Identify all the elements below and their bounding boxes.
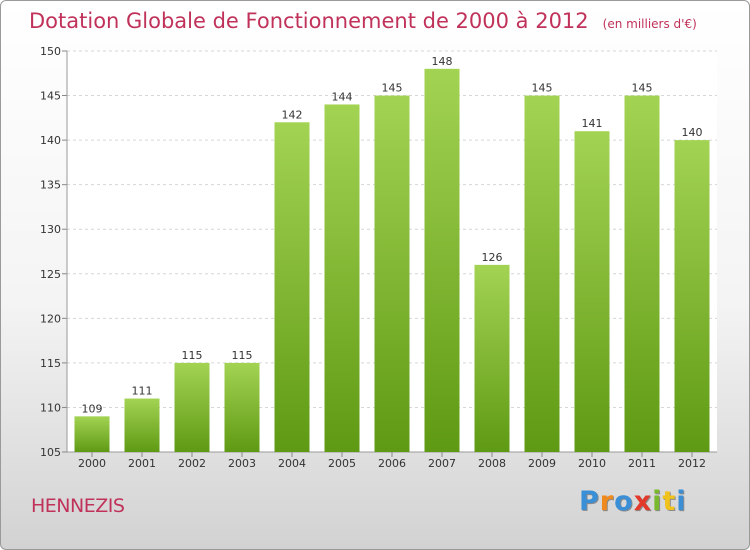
logo-letter: x bbox=[633, 486, 653, 517]
bar-value-label: 148 bbox=[432, 55, 453, 68]
proxiti-logo: Proxiti bbox=[579, 486, 687, 517]
bar-value-label: 141 bbox=[582, 117, 603, 130]
chart-title-text: Dotation Globale de Fonctionnement de 20… bbox=[29, 9, 589, 33]
y-tick-label: 140 bbox=[40, 134, 61, 147]
y-tick-label: 145 bbox=[40, 90, 61, 103]
x-tick-label: 2004 bbox=[278, 457, 306, 470]
y-tick-label: 115 bbox=[40, 357, 61, 370]
x-tick-label: 2001 bbox=[128, 457, 156, 470]
commune-name: HENNEZIS bbox=[31, 495, 125, 517]
bar-value-label: 111 bbox=[132, 385, 153, 398]
x-tick-label: 2005 bbox=[328, 457, 356, 470]
x-tick-label: 2006 bbox=[378, 457, 406, 470]
x-tick-label: 2011 bbox=[628, 457, 656, 470]
logo-letter: t bbox=[662, 486, 677, 517]
bar-value-label: 145 bbox=[532, 82, 553, 95]
bar-value-label: 142 bbox=[282, 108, 303, 121]
y-tick-label: 120 bbox=[40, 312, 61, 325]
bar-2001 bbox=[124, 398, 160, 452]
chart-subtitle: (en milliers d'€) bbox=[602, 17, 697, 31]
bar-value-label: 145 bbox=[382, 82, 403, 95]
bar-2010 bbox=[574, 131, 610, 452]
bar-2008 bbox=[474, 264, 510, 452]
bar-2005 bbox=[324, 104, 360, 452]
bar-value-label: 144 bbox=[332, 90, 353, 103]
y-tick-label: 125 bbox=[40, 268, 61, 281]
y-tick-label: 135 bbox=[40, 179, 61, 192]
bar-2006 bbox=[374, 95, 410, 453]
bar-value-label: 140 bbox=[682, 126, 703, 139]
logo-letter: r bbox=[599, 486, 615, 517]
bar-2009 bbox=[524, 95, 560, 453]
bar-2003 bbox=[224, 362, 260, 452]
bar-value-label: 126 bbox=[482, 251, 503, 264]
bar-value-label: 109 bbox=[82, 402, 103, 415]
logo-letter: i bbox=[676, 486, 687, 517]
x-tick-label: 2008 bbox=[478, 457, 506, 470]
logo-letter: i bbox=[652, 486, 663, 517]
bar-2000 bbox=[74, 416, 110, 452]
x-tick-label: 2007 bbox=[428, 457, 456, 470]
x-tick-label: 2003 bbox=[228, 457, 256, 470]
bar-2007 bbox=[424, 68, 460, 453]
bar-2012 bbox=[674, 140, 710, 452]
chart-title: Dotation Globale de Fonctionnement de 20… bbox=[29, 9, 697, 33]
bar-value-label: 145 bbox=[632, 82, 653, 95]
y-tick-label: 150 bbox=[40, 45, 61, 58]
x-tick-label: 2010 bbox=[578, 457, 606, 470]
bar-2011 bbox=[624, 95, 660, 453]
x-tick-label: 2009 bbox=[528, 457, 556, 470]
bar-2002 bbox=[174, 362, 210, 452]
x-tick-label: 2000 bbox=[78, 457, 106, 470]
x-tick-label: 2002 bbox=[178, 457, 206, 470]
y-tick-label: 130 bbox=[40, 223, 61, 236]
y-tick-label: 105 bbox=[40, 446, 61, 459]
logo-letter: o bbox=[614, 486, 634, 517]
x-tick-label: 2012 bbox=[678, 457, 706, 470]
bar-value-label: 115 bbox=[232, 349, 253, 362]
bar-value-label: 115 bbox=[182, 349, 203, 362]
bar-2004 bbox=[274, 122, 310, 453]
y-tick-label: 110 bbox=[40, 401, 61, 414]
logo-letter: P bbox=[579, 486, 600, 517]
